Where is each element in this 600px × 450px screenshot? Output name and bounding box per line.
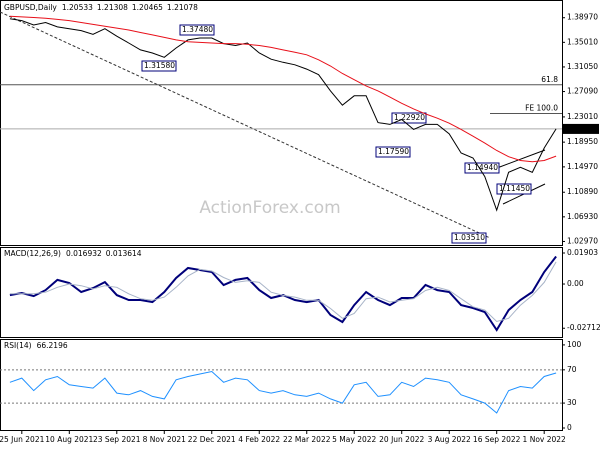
y-tick-label: 100 bbox=[567, 340, 582, 349]
y-tick-label: -0.027126 bbox=[567, 323, 600, 332]
symbol: GBPUSD,Daily bbox=[4, 3, 57, 12]
rsi-header: RSI(14) 66.2196 bbox=[4, 341, 68, 350]
rsi-reading: 66.2196 bbox=[37, 341, 68, 350]
y-tick-label: 1.38970 bbox=[567, 13, 598, 22]
x-tick-label: 5 May 2022 bbox=[332, 435, 376, 444]
x-tick-label: 25 Jun 2021 bbox=[0, 435, 45, 444]
series-line bbox=[9, 261, 557, 323]
x-tick-label: 20 Jun 2022 bbox=[379, 435, 424, 444]
current-price-box bbox=[563, 123, 599, 134]
annotation-label: 1.37480 bbox=[182, 25, 213, 34]
watermark: ActionForex.com bbox=[199, 198, 340, 218]
open: 1.20533 bbox=[62, 3, 93, 12]
macd-header: MACD(12,26,9) 0.016932 0.013614 bbox=[4, 249, 142, 258]
y-tick-label: 1.35010 bbox=[567, 37, 598, 46]
x-tick-label: 10 Aug 2021 bbox=[45, 435, 93, 444]
annotation-label: 1.17590 bbox=[378, 147, 409, 156]
y-tick-label: 1.14970 bbox=[567, 162, 598, 171]
x-tick-label: 3 Aug 2022 bbox=[428, 435, 471, 444]
macd-reading: 0.016932 bbox=[66, 249, 102, 258]
x-tick-label: 8 Nov 2021 bbox=[143, 435, 186, 444]
signal-reading: 0.013614 bbox=[106, 249, 142, 258]
annotation-box bbox=[451, 232, 487, 244]
annotation-label: 1.14940 bbox=[467, 163, 498, 172]
rsi-panel bbox=[0, 339, 563, 431]
annotation-label: 1.03510 bbox=[454, 233, 485, 242]
current-price-label: 1.21078 bbox=[566, 124, 597, 133]
annotation-box bbox=[179, 24, 215, 36]
close: 1.21078 bbox=[167, 3, 198, 12]
x-tick-label: 22 Mar 2022 bbox=[283, 435, 331, 444]
fibo-label: FE 100.0 bbox=[525, 104, 558, 113]
y-tick-label: 0.00 bbox=[567, 279, 584, 288]
rsi-title: RSI(14) bbox=[4, 341, 32, 350]
x-tick-label: 22 Dec 2021 bbox=[188, 435, 236, 444]
fibo-label: 61.8 bbox=[541, 75, 558, 84]
y-tick-label: 1.18950 bbox=[567, 137, 598, 146]
y-tick-label: 0.01903 bbox=[567, 248, 598, 257]
annotation-box bbox=[375, 146, 411, 158]
y-tick-label: 1.27090 bbox=[567, 87, 598, 96]
y-tick-label: 30 bbox=[567, 398, 577, 407]
series-line bbox=[9, 370, 557, 414]
annotation-label: 1.11450 bbox=[499, 184, 530, 193]
low: 1.20465 bbox=[132, 3, 163, 12]
x-tick-label: 16 Sep 2022 bbox=[473, 435, 521, 444]
annotation-box bbox=[141, 60, 177, 72]
annotation-box bbox=[391, 112, 427, 124]
y-tick-label: 1.10890 bbox=[567, 187, 598, 196]
y-tick-label: 1.23010 bbox=[567, 112, 598, 121]
y-tick-label: 70 bbox=[567, 365, 577, 374]
macd-title: MACD(12,26,9) bbox=[4, 249, 61, 258]
y-tick-label: 0 bbox=[567, 423, 572, 432]
series-line bbox=[9, 18, 557, 212]
x-tick-label: 1 Nov 2022 bbox=[523, 435, 566, 444]
annotation-label: 1.31580 bbox=[144, 61, 175, 70]
macd-panel bbox=[0, 247, 563, 338]
high: 1.21308 bbox=[97, 3, 128, 12]
annotation-label: 1.22920 bbox=[394, 113, 425, 122]
y-tick-label: 1.06930 bbox=[567, 212, 598, 221]
y-tick-label: 1.31050 bbox=[567, 62, 598, 71]
channel-line bbox=[496, 149, 546, 169]
series-line bbox=[9, 255, 557, 332]
x-tick-label: 23 Sep 2021 bbox=[93, 435, 141, 444]
x-tick-label: 4 Feb 2022 bbox=[238, 435, 280, 444]
price-panel bbox=[0, 0, 563, 246]
annotation-box bbox=[496, 183, 532, 195]
price-header: GBPUSD,Daily 1.20533 1.21308 1.20465 1.21078 bbox=[4, 3, 198, 12]
series-line bbox=[9, 15, 557, 163]
y-tick-label: 1.02970 bbox=[567, 236, 598, 245]
